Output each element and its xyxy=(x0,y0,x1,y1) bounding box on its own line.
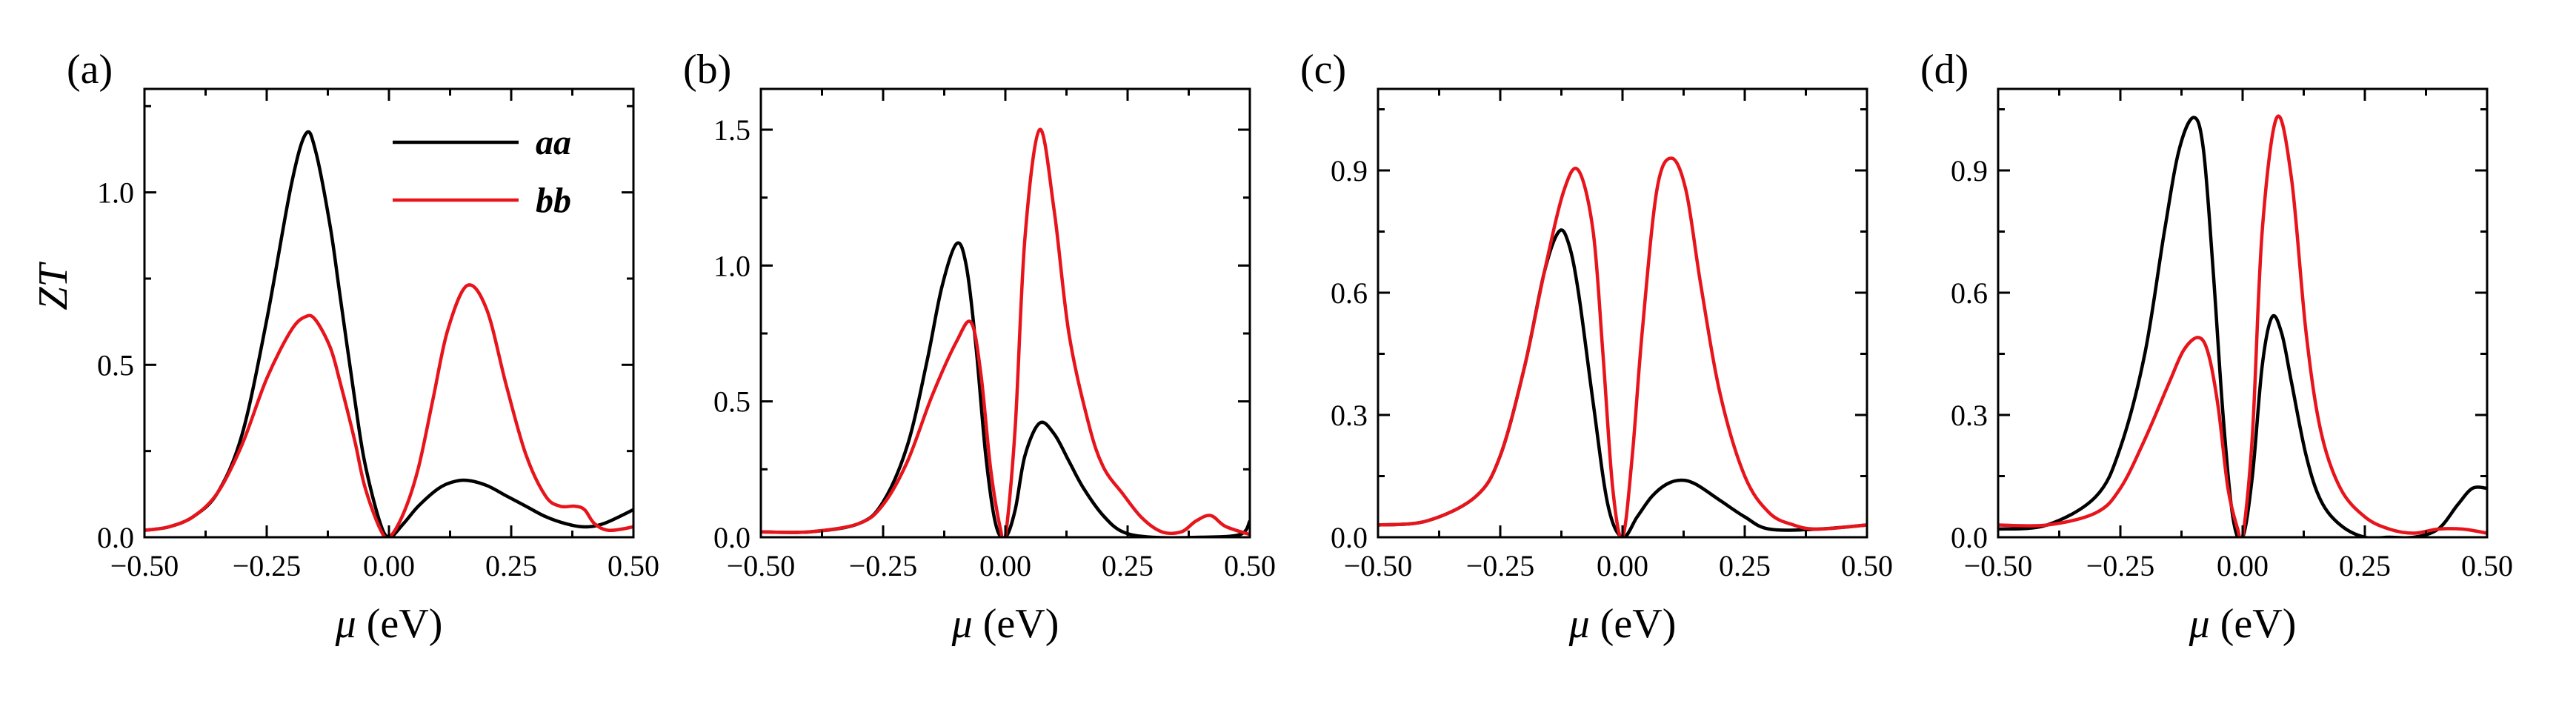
y-tick-label: 0.6 xyxy=(1951,276,1988,310)
panel-label: (b) xyxy=(683,47,731,93)
y-tick-label: 0.3 xyxy=(1951,399,1988,432)
x-tick-label: 0.00 xyxy=(2217,549,2269,582)
panel-a: −0.50 −0.25 0.00 0.25 0.50 0.0 0.5 1.0 μ (eV) (a)… xyxy=(30,47,659,647)
y-tick-label: 0.0 xyxy=(1331,521,1368,554)
series-line-bb xyxy=(761,127,1250,537)
x-axis-label: μ (eV) xyxy=(1568,601,1677,647)
y-tick-label: 0.0 xyxy=(713,521,750,554)
x-tick-label: −0.50 xyxy=(1964,549,2033,582)
panel-c: −0.50 −0.25 0.00 0.25 0.50 0.0 0.3 0.6 0.9 μ (eV)… xyxy=(1300,47,1893,647)
axes-frame xyxy=(759,87,1251,539)
panel-label: (a) xyxy=(67,47,113,93)
x-tick-label: 0.25 xyxy=(1102,549,1154,582)
x-tick-label: 0.25 xyxy=(2339,549,2391,582)
x-tick-label: 0.25 xyxy=(485,549,537,582)
y-tick-label: 0.0 xyxy=(97,521,134,554)
legend: aa bb xyxy=(393,123,571,220)
y-tick-label: 1.0 xyxy=(97,176,134,210)
x-axis-unit: (eV) xyxy=(973,601,1059,647)
x-axis-symbol: μ xyxy=(2189,601,2210,647)
panel-b: −0.50 −0.25 0.00 0.25 0.50 0.0 0.5 1.0 1.5 μ (eV)… xyxy=(683,47,1276,647)
series-line-bb xyxy=(144,283,633,537)
axes-frame xyxy=(1997,87,2489,539)
x-axis-symbol: μ xyxy=(951,601,973,647)
panel-label: (d) xyxy=(1920,47,1968,93)
panel-d: −0.50 −0.25 0.00 0.25 0.50 0.0 0.3 0.6 0.9 μ (eV)… xyxy=(1920,47,2513,647)
x-axis-symbol: μ xyxy=(335,601,356,647)
x-tick-label: 0.50 xyxy=(608,549,659,582)
x-tick-label: −0.25 xyxy=(1466,549,1535,582)
legend-label-bb: bb xyxy=(536,181,571,220)
x-axis-unit: (eV) xyxy=(2210,601,2297,647)
y-axis-label-sub: T xyxy=(30,262,76,288)
x-tick-label: −0.50 xyxy=(727,549,796,582)
x-tick-label: −0.50 xyxy=(1344,549,1413,582)
y-tick-label: 1.5 xyxy=(713,113,750,147)
x-tick-label: −0.25 xyxy=(2086,549,2155,582)
y-tick-label: 0.5 xyxy=(97,348,134,382)
y-tick-label: 0.5 xyxy=(713,385,750,419)
x-tick-label: 0.00 xyxy=(363,549,415,582)
x-tick-label: 0.50 xyxy=(1841,549,1893,582)
y-tick-label: 0.9 xyxy=(1951,154,1988,187)
x-axis-symbol: μ xyxy=(1568,601,1590,647)
x-tick-label: −0.25 xyxy=(849,549,918,582)
x-axis-label: μ (eV) xyxy=(335,601,443,647)
x-tick-label: 0.25 xyxy=(1719,549,1771,582)
y-tick-label: 0.9 xyxy=(1331,154,1368,187)
x-axis-label: μ (eV) xyxy=(2189,601,2297,647)
series-line-aa xyxy=(1998,116,2487,537)
series-line-bb xyxy=(1378,156,1867,537)
y-tick-label: 0.0 xyxy=(1951,521,1988,554)
panel-label: (c) xyxy=(1300,47,1346,93)
x-axis-unit: (eV) xyxy=(1590,601,1677,647)
series-line-aa xyxy=(144,130,633,537)
y-tick-label: 0.6 xyxy=(1331,276,1368,310)
y-axis-label-main: Z xyxy=(30,287,76,310)
x-tick-label: 0.50 xyxy=(1224,549,1276,582)
y-tick-label: 0.3 xyxy=(1331,399,1368,432)
y-axis-label: ZT xyxy=(30,262,76,310)
x-tick-label: 0.00 xyxy=(979,549,1031,582)
x-tick-label: 0.00 xyxy=(1597,549,1648,582)
x-tick-label: −0.50 xyxy=(110,549,179,582)
x-tick-label: −0.25 xyxy=(233,549,302,582)
legend-label-aa: aa xyxy=(536,123,571,162)
x-tick-label: 0.50 xyxy=(2461,549,2513,582)
series-line-aa xyxy=(761,241,1250,537)
series-line-bb xyxy=(1998,114,2487,537)
x-axis-unit: (eV) xyxy=(356,601,443,647)
axes-frame xyxy=(1377,87,1868,539)
series-line-aa xyxy=(1378,228,1867,537)
y-tick-label: 1.0 xyxy=(713,249,750,282)
x-axis-label: μ (eV) xyxy=(951,601,1059,647)
